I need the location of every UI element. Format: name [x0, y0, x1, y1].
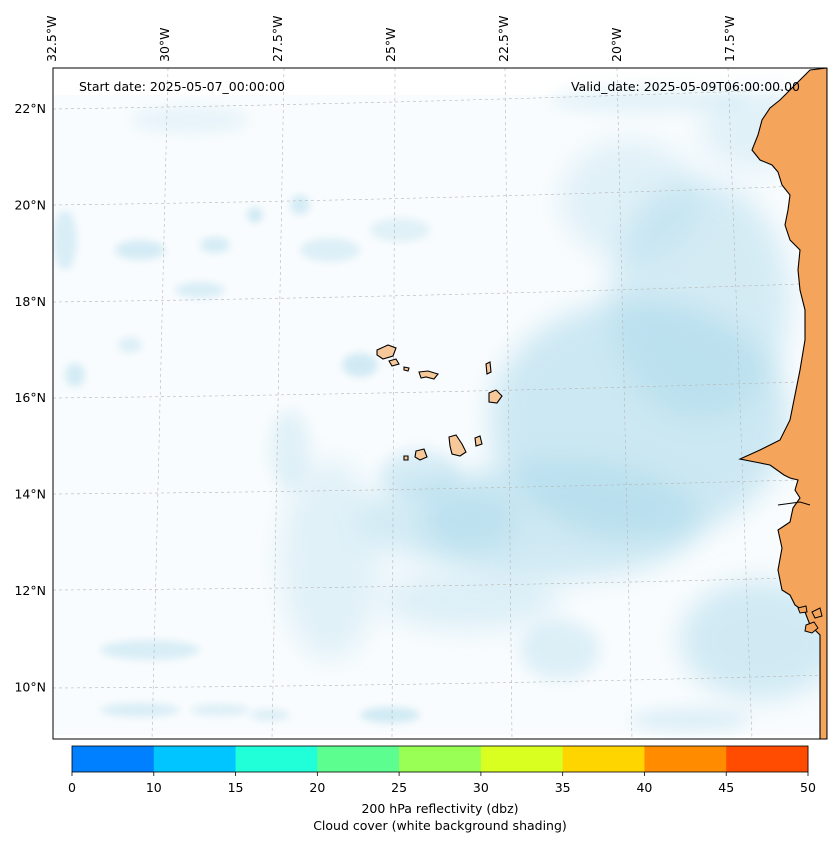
island-fogo — [414, 448, 428, 461]
colorbar: 0 10 15 20 25 30 35 40 45 50 — [68, 745, 816, 795]
lat-label: 16°N — [14, 390, 46, 405]
colorbar-tick-label: 15 — [228, 780, 244, 795]
colorbar-segment — [399, 746, 482, 772]
colorbar-label-line2: Cloud cover (white background shading) — [313, 818, 567, 833]
mainland-africa — [738, 68, 827, 739]
gambia-river — [777, 501, 811, 506]
colorbar-segment — [726, 746, 809, 772]
island-bijagos-2 — [797, 605, 808, 614]
colorbar-tick-label: 35 — [555, 780, 571, 795]
colorbar-tick-label: 30 — [473, 780, 489, 795]
island-santo-antao — [376, 344, 397, 360]
island-sao-nicolau — [418, 370, 439, 380]
island-boavista — [488, 389, 503, 404]
lon-label: 25°W — [383, 27, 398, 62]
colorbar-tick-label: 45 — [718, 780, 734, 795]
cape-verde-islands — [376, 344, 503, 461]
lat-label: 14°N — [14, 487, 46, 502]
lon-label: 17.5°W — [722, 16, 737, 62]
valid-date-label: Valid_date: 2025-05-09T06:00:00.00 — [571, 79, 800, 94]
start-date-label: Start date: 2025-05-07_00:00:00 — [79, 79, 285, 94]
colorbar-label-line1: 200 hPa reflectivity (dbz) — [361, 801, 518, 816]
cloud-layer — [53, 68, 827, 739]
colorbar-tick-label: 20 — [309, 780, 325, 795]
colorbar-tick-label: 40 — [636, 780, 652, 795]
lon-label: 20°W — [609, 27, 624, 62]
colorbar-segment — [72, 746, 155, 772]
colorbar-tick-label: 10 — [146, 780, 162, 795]
island-santa-luzia — [403, 366, 410, 372]
colorbar-segment — [153, 746, 237, 772]
lat-label: 12°N — [14, 583, 46, 598]
colorbar-segment — [480, 746, 564, 772]
lon-label: 22.5°W — [496, 16, 511, 62]
lat-label: 20°N — [14, 197, 46, 212]
island-brava — [403, 455, 409, 461]
island-maio — [474, 435, 483, 447]
colorbar-segment — [235, 746, 318, 772]
island-bijagos-1 — [804, 621, 819, 634]
lon-label: 30°W — [157, 27, 172, 62]
colorbar-segment — [562, 746, 645, 772]
longitude-labels: 32.5°W 30°W 27.5°W 25°W 22.5°W 20°W 17.5°W — [44, 16, 737, 62]
island-sal — [485, 361, 492, 375]
colorbar-border — [71, 745, 809, 773]
colorbar-tick-label: 50 — [800, 780, 816, 795]
island-bijagos-3 — [811, 607, 823, 619]
colorbar-tick-label: 25 — [391, 780, 407, 795]
map-border — [52, 67, 828, 740]
colorbar-segment — [644, 746, 727, 772]
island-sao-vicente — [388, 358, 400, 367]
lon-label: 32.5°W — [44, 16, 59, 62]
colorbar-segment — [317, 746, 400, 772]
lat-label: 10°N — [14, 679, 46, 694]
gridlines — [53, 68, 827, 739]
lon-label: 27.5°W — [270, 16, 285, 62]
lat-label: 22°N — [14, 101, 46, 116]
lat-label: 18°N — [14, 294, 46, 309]
island-santiago — [448, 434, 467, 457]
colorbar-tick-label: 0 — [68, 780, 76, 795]
latitude-labels: 22°N 20°N 18°N 16°N 14°N 12°N 10°N — [14, 101, 46, 694]
